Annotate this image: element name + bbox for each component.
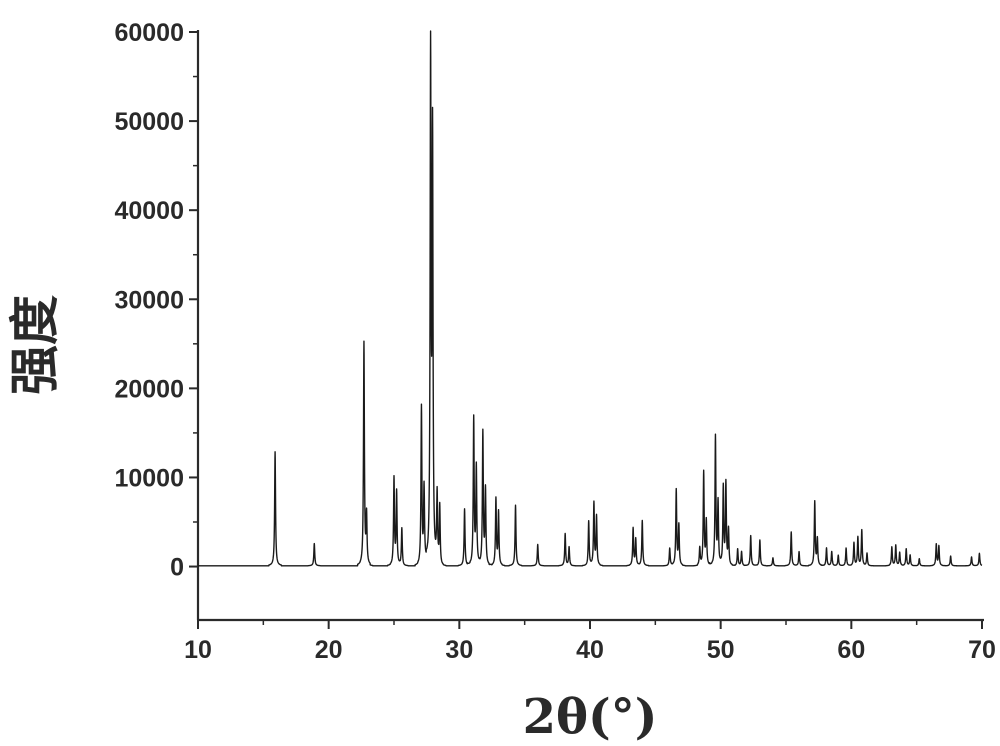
x-tick-label: 60: [837, 636, 865, 664]
y-tick-label: 50000: [114, 108, 184, 136]
y-axis-label: 强度: [5, 295, 64, 395]
y-tick-label: 20000: [114, 375, 184, 403]
x-tick-label: 30: [445, 636, 473, 664]
tick-labels: 0 10000 20000 30000 40000 50000 60000 10 20 30 40 5…: [114, 19, 995, 664]
x-tick-label: 70: [968, 636, 996, 664]
axes: [189, 30, 984, 629]
x-tick-label: 40: [576, 636, 604, 664]
y-tick-label: 60000: [114, 19, 184, 47]
x-axis-label: 2θ(°): [523, 689, 658, 745]
y-tick-label: 0: [170, 554, 184, 582]
x-tick-label: 10: [184, 636, 212, 664]
y-tick-label: 30000: [114, 286, 184, 314]
series-line: [197, 30, 983, 567]
y-tick-label: 10000: [114, 464, 184, 492]
y-tick-label: 40000: [114, 197, 184, 225]
x-tick-label: 50: [707, 636, 735, 664]
x-tick-label: 20: [315, 636, 343, 664]
